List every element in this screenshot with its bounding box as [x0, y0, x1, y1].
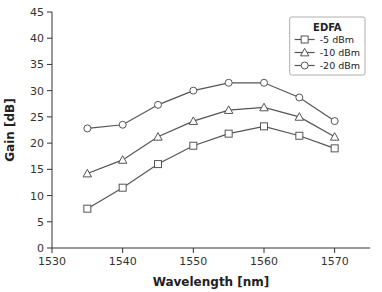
y-axis — [52, 12, 53, 248]
point — [190, 142, 197, 149]
x-axis-label: Wavelength [nm] — [153, 275, 270, 289]
y-tick-label: 45 — [30, 6, 44, 19]
x-tick — [334, 248, 335, 253]
y-tick-label: 10 — [30, 190, 44, 203]
point — [261, 79, 268, 86]
plot-area — [52, 12, 370, 248]
point — [225, 79, 232, 86]
point — [296, 94, 303, 101]
point — [189, 117, 197, 125]
series-line — [87, 83, 334, 129]
point — [84, 205, 91, 212]
point — [224, 106, 232, 114]
point — [296, 132, 303, 139]
point — [331, 145, 338, 152]
legend-label: -5 dBm — [320, 34, 354, 45]
x-tick — [122, 248, 123, 253]
y-tick — [47, 195, 52, 196]
legend-label: -10 dBm — [320, 47, 360, 58]
y-tick-label: 30 — [30, 85, 44, 98]
legend-marker — [300, 48, 308, 56]
legend-label: -20 dBm — [320, 60, 360, 71]
point — [155, 101, 162, 108]
x-tick-label: 1570 — [321, 255, 349, 268]
y-tick-label: 25 — [30, 111, 44, 124]
point — [190, 87, 197, 94]
point — [260, 103, 268, 111]
x-tick-label: 1540 — [109, 255, 137, 268]
y-tick — [47, 169, 52, 170]
x-tick-label: 1530 — [38, 255, 66, 268]
y-tick — [47, 38, 52, 39]
point — [331, 118, 338, 125]
y-tick-label: 20 — [30, 137, 44, 150]
y-tick-label: 35 — [30, 58, 44, 71]
x-tick — [264, 248, 265, 253]
y-tick — [47, 90, 52, 91]
x-tick — [52, 248, 53, 253]
point — [225, 130, 232, 137]
series-line — [87, 126, 334, 208]
point — [155, 161, 162, 168]
legend-title: EDFA — [313, 22, 342, 33]
y-tick-label: 40 — [30, 32, 44, 45]
y-tick-label: 5 — [37, 216, 44, 229]
x-tick-label: 1550 — [179, 255, 207, 268]
point — [330, 133, 338, 141]
point — [154, 133, 162, 141]
y-tick — [47, 248, 52, 249]
point — [119, 184, 126, 191]
point — [295, 113, 303, 121]
y-tick — [47, 143, 52, 144]
x-tick-label: 1560 — [250, 255, 278, 268]
point — [119, 121, 126, 128]
y-tick — [47, 116, 52, 117]
point — [84, 125, 91, 132]
point — [261, 123, 268, 130]
legend-marker — [301, 62, 308, 69]
y-tick — [47, 221, 52, 222]
y-tick-label: 15 — [30, 163, 44, 176]
x-axis — [52, 248, 370, 249]
x-tick — [193, 248, 194, 253]
y-tick — [47, 64, 52, 65]
legend-marker — [301, 36, 308, 43]
y-tick — [47, 12, 52, 13]
chart: 1530 1540 1550 1560 1570 0 5 10 15 20 25 30 35 40 45 Wa… — [0, 0, 382, 292]
data-group — [83, 79, 339, 212]
legend: EDFA-5 dBm -10 dBm -20 dBm — [290, 17, 365, 75]
legend-box — [290, 17, 365, 75]
y-tick-label: 0 — [37, 242, 44, 255]
point — [118, 156, 126, 164]
point — [83, 169, 91, 177]
y-axis-label: Gain [dB] — [3, 98, 17, 162]
series-line — [87, 107, 334, 173]
